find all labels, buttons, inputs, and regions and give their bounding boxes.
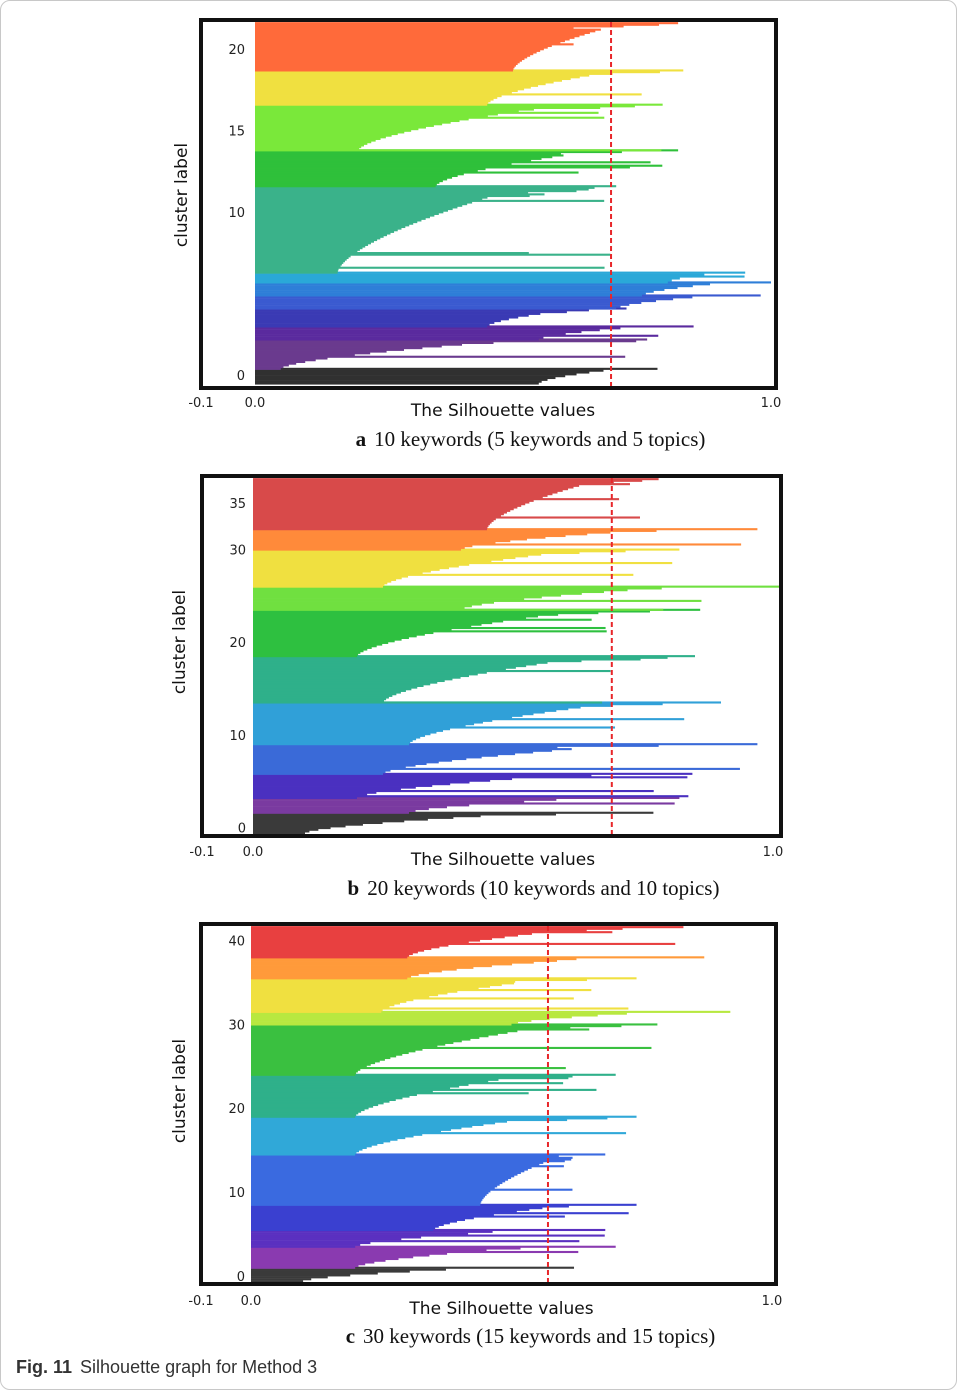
chart-c-cluster-6 [251, 1073, 616, 1118]
chart-c-xtick-2: 1.0 [762, 1294, 783, 1309]
chart-b-cluster-2 [253, 772, 693, 799]
chart-a-cluster-9 [255, 103, 663, 152]
chart-c-cluster-1 [251, 1245, 616, 1269]
chart-a-cluster-7 [255, 185, 617, 274]
chart-b-ytick-35: 35 [229, 497, 246, 512]
chart-c-cluster-2 [251, 1228, 606, 1248]
chart-b-cluster-5 [253, 655, 695, 704]
chart-a-xtick-0: -0.1 [188, 396, 213, 411]
chart-c-xtick-1: 0.0 [241, 1294, 262, 1309]
chart-a-ytick-10: 10 [228, 206, 245, 221]
chart-c: 0 10 20 30 40 -0.1 0.0 1.0 The Silhouette values… [170, 922, 783, 1348]
chart-c-cluster-10 [251, 956, 705, 980]
chart-c-xtick-0: -0.1 [188, 1294, 213, 1309]
chart-a-ytick-0: 0 [237, 369, 245, 384]
chart-a-xlabel: The Silhouette values [410, 401, 595, 421]
chart-a-plot [255, 22, 771, 385]
chart-c-cluster-11 [251, 926, 684, 959]
chart-b-xtick-2: 1.0 [763, 845, 784, 860]
chart-b-frame [200, 474, 783, 838]
chart-b-xtick-1: 0.0 [243, 845, 264, 860]
chart-a-cluster-5 [255, 281, 771, 297]
chart-a-cluster-6 [255, 271, 746, 284]
chart-c-subcaption-letter: c [346, 1324, 355, 1348]
chart-b-xlabel: The Silhouette values [410, 850, 595, 870]
chart-a-frame [199, 18, 778, 390]
chart-a-ytick-15: 15 [228, 125, 245, 140]
chart-a-cluster-2 [255, 325, 694, 341]
chart-b-cluster-0 [253, 811, 654, 835]
figure-label: Fig. 11 [16, 1357, 73, 1377]
chart-b-cluster-10 [253, 478, 659, 531]
chart-b-cluster-6 [253, 608, 701, 658]
chart-c-cluster-4 [251, 1153, 606, 1206]
chart-c-ytick-0: 0 [237, 1270, 245, 1285]
chart-b-subcaption-letter: b [348, 876, 360, 900]
chart-a-ytick-20: 20 [228, 43, 245, 58]
chart-b-subcaption-text: 20 keywords (10 keywords and 10 topics) [367, 876, 719, 900]
chart-b-ytick-10: 10 [229, 729, 246, 744]
chart-c-ylabel: cluster label [170, 1039, 190, 1143]
chart-a-xtick-1: 0.0 [245, 396, 266, 411]
chart-c-subcaption: c 30 keywords (15 keywords and 15 topics) [346, 1324, 716, 1348]
chart-b-ylabel: cluster label [170, 590, 190, 694]
chart-b-subcaption: b 20 keywords (10 keywords and 10 topics) [348, 876, 720, 900]
chart-c-frame [199, 922, 778, 1286]
chart-a-cluster-8 [255, 149, 679, 188]
chart-c-cluster-7 [251, 1023, 658, 1076]
chart-a-cluster-1 [255, 338, 648, 370]
chart-c-ytick-30: 30 [228, 1018, 245, 1033]
chart-c-cluster-9 [251, 977, 637, 1013]
chart-a-cluster-3 [255, 307, 627, 328]
chart-a-subcaption: a 10 keywords (5 keywords and 5 topics) [356, 427, 706, 451]
chart-b-plot [253, 478, 781, 835]
chart-a-cluster-11 [255, 22, 679, 72]
chart-b-cluster-7 [253, 585, 781, 611]
chart-a-cluster-10 [255, 69, 684, 106]
chart-c-ytick-40: 40 [228, 934, 245, 949]
chart-b-xtick-0: -0.1 [189, 845, 214, 860]
chart-b: 0 10 20 30 35 -0.1 0.0 1.0 The Silhouette values… [170, 474, 784, 900]
chart-a-xtick-2: 1.0 [761, 396, 782, 411]
chart-a: 0 10 15 20 -0.1 0.0 1.0 The Silhouette values cl… [172, 18, 782, 451]
chart-a-ylabel: cluster label [172, 143, 192, 247]
chart-b-cluster-4 [253, 701, 721, 746]
chart-c-ytick-20: 20 [228, 1102, 245, 1117]
chart-c-subcaption-text: 30 keywords (15 keywords and 15 topics) [363, 1324, 715, 1348]
chart-b-cluster-8 [253, 548, 680, 588]
chart-a-subcaption-letter: a [356, 427, 367, 451]
chart-c-cluster-5 [251, 1115, 637, 1156]
chart-c-plot [251, 926, 731, 1283]
figure-caption-text: Silhouette graph for Method 3 [80, 1357, 318, 1377]
chart-a-cluster-4 [255, 294, 761, 310]
chart-b-ytick-0: 0 [238, 821, 246, 836]
chart-b-cluster-9 [253, 528, 758, 551]
figure-caption: Fig. 11 Silhouette graph for Method 3 [16, 1357, 317, 1378]
chart-b-cluster-3 [253, 743, 758, 775]
chart-c-cluster-0 [251, 1266, 575, 1283]
chart-b-ytick-20: 20 [229, 636, 246, 651]
chart-c-xlabel: The Silhouette values [408, 1299, 593, 1319]
chart-a-cluster-0 [255, 367, 658, 385]
chart-b-cluster-1 [253, 796, 680, 814]
chart-c-cluster-8 [251, 1010, 731, 1026]
chart-b-ytick-30: 30 [229, 543, 246, 558]
chart-c-ytick-10: 10 [228, 1186, 245, 1201]
chart-a-subcaption-text: 10 keywords (5 keywords and 5 topics) [374, 427, 705, 451]
chart-c-cluster-3 [251, 1203, 637, 1232]
